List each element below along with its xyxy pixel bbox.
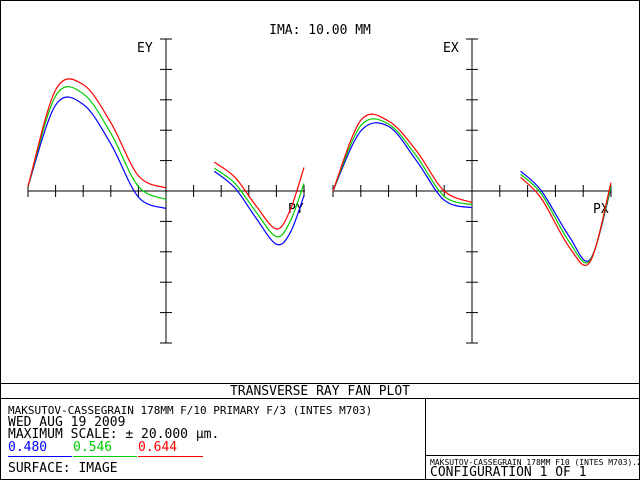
ray-fan-curve-0-480 — [332, 122, 473, 209]
sagittal-curves — [332, 113, 612, 267]
ray-fan-curve-0-546 — [213, 167, 305, 238]
ex-axis-label: EX — [443, 41, 459, 56]
sagittal-panel: EX PX — [332, 38, 612, 344]
ray-fan-curve-0-546 — [520, 173, 612, 264]
ray-fan-curve-0-480 — [27, 96, 167, 210]
tangential-ticks — [27, 38, 305, 344]
ray-fan-curve-0-644 — [213, 161, 305, 230]
ray-fan-curve-0-546 — [27, 86, 167, 200]
ray-fan-curve-0-546 — [332, 118, 473, 206]
wavelength-blue-label: 0.480 — [8, 440, 47, 455]
ray-fan-curve-0-644 — [520, 176, 612, 267]
plot-date: WED AUG 19 2009 — [8, 415, 125, 430]
ray-fan-curve-0-644 — [27, 78, 167, 189]
wavelength-red-label: 0.644 — [138, 440, 177, 455]
tangential-panel: EY PY — [27, 38, 305, 344]
maximum-scale: MAXIMUM SCALE: ± 20.000 µm. — [8, 427, 219, 442]
tangential-curves — [27, 78, 305, 246]
ray-fan-curve-0-644 — [332, 113, 473, 203]
ray-fan-curve-0-480 — [213, 170, 305, 246]
configuration-label: CONFIGURATION 1 OF 1 — [430, 465, 587, 480]
ey-axis-label: EY — [137, 41, 153, 56]
file-name: MAKSUTOV-CASSEGRAIN 178MM F10 (INTES M70… — [430, 458, 640, 467]
surface-label: SURFACE: IMAGE — [8, 461, 118, 476]
lens-description: MAKSUTOV-CASSEGRAIN 178MM F/10 PRIMARY F… — [8, 404, 372, 417]
plot-title: TRANSVERSE RAY FAN PLOT — [230, 384, 410, 399]
ima-label: IMA: 10.00 MM — [269, 23, 371, 38]
sagittal-ticks — [332, 38, 612, 344]
wavelength-green-label: 0.546 — [73, 440, 112, 455]
